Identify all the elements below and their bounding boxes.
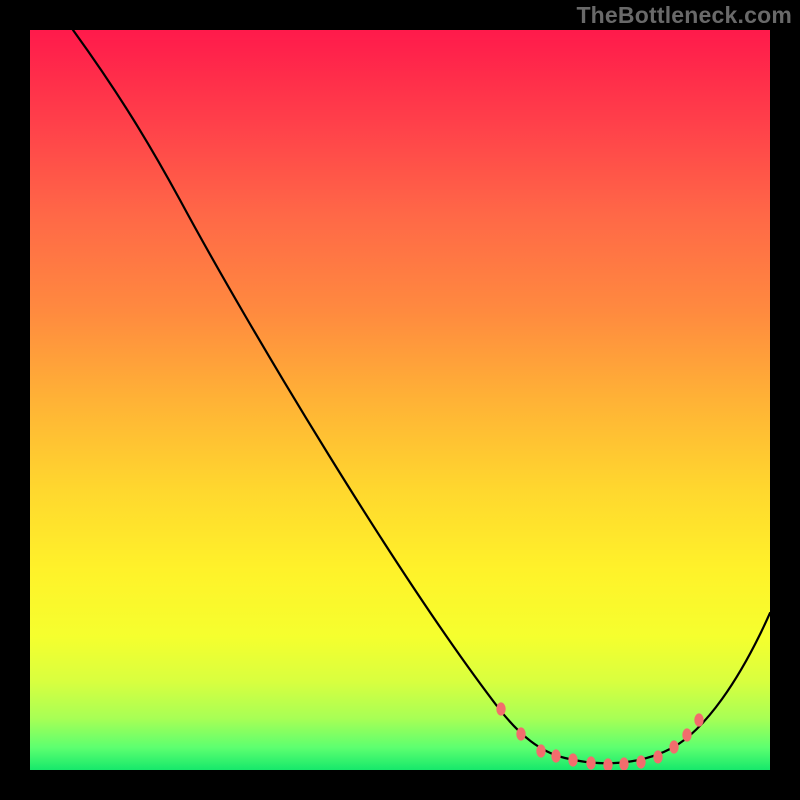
curve-marker bbox=[603, 758, 612, 771]
curve-marker bbox=[551, 749, 560, 762]
curve-marker bbox=[669, 740, 678, 753]
curve-marker bbox=[496, 702, 505, 715]
plot-gradient bbox=[30, 30, 770, 770]
curve-marker bbox=[536, 744, 545, 757]
watermark-text: TheBottleneck.com bbox=[576, 2, 792, 29]
curve-marker bbox=[619, 757, 628, 770]
curve-marker bbox=[586, 756, 595, 769]
curve-marker bbox=[653, 750, 662, 763]
curve-marker bbox=[694, 713, 703, 726]
curve-marker bbox=[516, 727, 525, 740]
curve-marker bbox=[568, 753, 577, 766]
chart-svg bbox=[0, 0, 800, 800]
curve-marker bbox=[636, 755, 645, 768]
chart-container: TheBottleneck.com bbox=[0, 0, 800, 800]
curve-marker bbox=[682, 728, 691, 741]
